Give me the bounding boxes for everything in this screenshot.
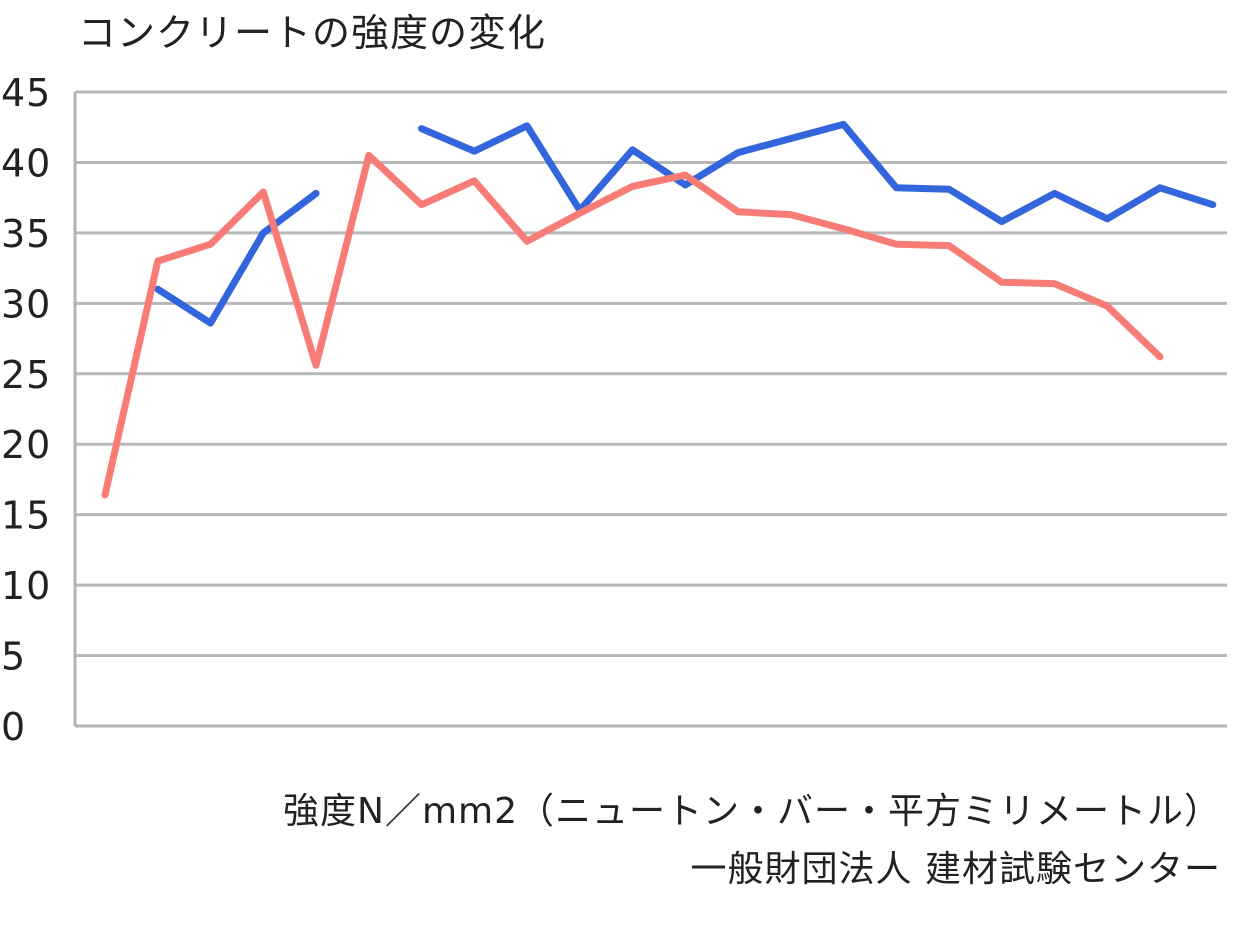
y-tick-label: 45 [1, 71, 51, 115]
y-tick-label: 20 [1, 423, 51, 467]
y-tick-label: 30 [1, 282, 51, 326]
y-tick-label: 10 [1, 564, 51, 608]
y-tick-label: 0 [1, 705, 26, 749]
y-tick-label: 35 [1, 212, 51, 256]
chart-title: コンクリートの強度の変化 [78, 11, 547, 55]
y-tick-label: 5 [1, 635, 26, 679]
y-tick-label: 15 [1, 494, 51, 538]
series-line-1 [154, 189, 320, 327]
series-line-1 [418, 120, 1217, 226]
unit-note: 強度N／mm2（ニュートン・バー・平方ミリメートル） [283, 791, 1221, 832]
series-line-2 [101, 151, 1164, 499]
source-note: 一般財団法人 建材試験センター [690, 849, 1221, 890]
y-tick-label: 40 [1, 141, 51, 185]
y-tick-label: 25 [1, 353, 51, 397]
